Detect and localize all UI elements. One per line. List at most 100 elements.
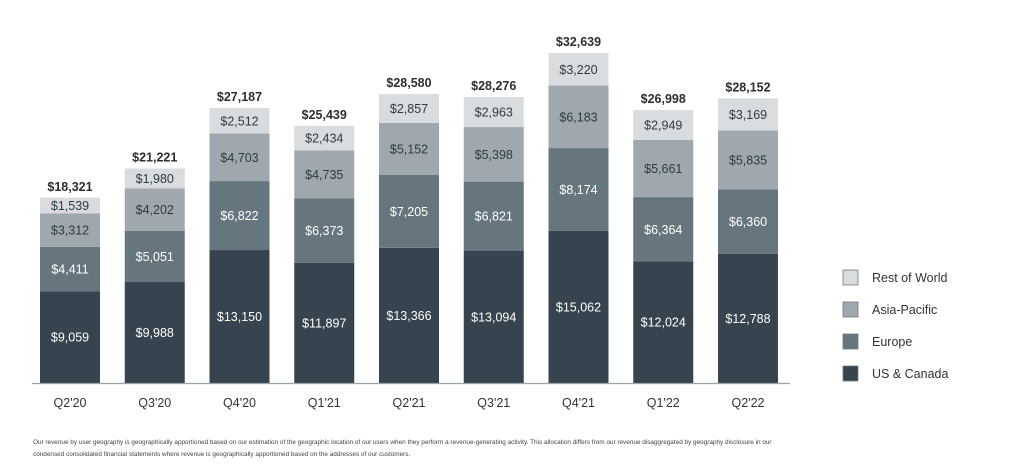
x-tick-label: Q1'22 <box>647 396 680 410</box>
segment-label: $6,822 <box>220 209 258 223</box>
segment-label: $6,183 <box>559 110 597 124</box>
segment-label: $5,835 <box>729 153 767 167</box>
bar-segment-asia-pacific-0 <box>40 213 100 247</box>
segment-label: $5,152 <box>390 142 428 156</box>
bar-segment-rest-of-world-7 <box>633 110 694 140</box>
segment-label: $4,411 <box>51 263 88 277</box>
bar-segment-europe-3 <box>294 198 355 263</box>
bar-segment-us-canada-3 <box>294 262 355 383</box>
legend-swatch <box>842 333 859 350</box>
segment-label: $9,988 <box>136 326 174 340</box>
segment-label: $5,398 <box>475 148 513 162</box>
segment-label: $15,062 <box>556 300 601 314</box>
bar-segment-europe-2 <box>209 181 270 251</box>
segment-label: $13,150 <box>217 310 262 324</box>
bar-segment-asia-pacific-8 <box>718 130 778 190</box>
x-tick-label: Q4'20 <box>223 396 256 410</box>
segment-label: $6,360 <box>729 215 767 229</box>
segment-label: $1,980 <box>136 172 174 186</box>
segment-label: $2,963 <box>475 106 513 120</box>
bar-segment-asia-pacific-5 <box>463 127 524 182</box>
segment-label: $3,169 <box>729 108 767 122</box>
segment-label: $4,735 <box>305 168 343 182</box>
total-label: $28,152 <box>725 80 770 94</box>
segment-label: $13,094 <box>471 310 516 324</box>
segment-label: $6,364 <box>644 223 682 237</box>
segment-label: $3,312 <box>51 224 89 238</box>
total-label: $26,998 <box>641 92 686 106</box>
bar-segment-europe-6 <box>548 148 609 231</box>
bar-segment-asia-pacific-6 <box>548 85 609 149</box>
total-label: $32,639 <box>556 35 601 49</box>
legend-swatch <box>842 365 859 382</box>
segment-label: $11,897 <box>302 316 346 330</box>
legend-label: Rest of World <box>872 271 948 285</box>
footnote-line-2: condensed consolidated financial stateme… <box>33 451 411 458</box>
bar-segment-rest-of-world-4 <box>379 94 439 123</box>
bar-segment-us-canada-8 <box>718 253 778 383</box>
segment-label: $6,373 <box>305 224 343 238</box>
segment-label: $8,174 <box>559 183 597 197</box>
bar-segment-us-canada-5 <box>463 250 524 383</box>
segment-label: $2,434 <box>305 132 343 146</box>
x-tick-label: Q3'20 <box>138 396 171 410</box>
segment-label: $9,059 <box>51 331 89 345</box>
total-label: $18,321 <box>47 180 92 194</box>
x-tick-label: Q2'22 <box>732 396 765 410</box>
bar-segment-europe-7 <box>633 197 694 262</box>
bar-segment-rest-of-world-0 <box>40 197 100 214</box>
segment-label: $2,857 <box>390 102 428 116</box>
bar-segment-us-canada-1 <box>124 282 185 383</box>
segment-label: $1,539 <box>51 199 89 213</box>
segment-label: $4,703 <box>220 151 258 165</box>
total-label: $21,221 <box>132 150 177 164</box>
segment-label: $2,949 <box>644 118 682 132</box>
total-label: $25,439 <box>302 108 347 122</box>
bar-segment-europe-0 <box>40 246 100 292</box>
segment-label: $3,220 <box>559 63 597 77</box>
total-label: $28,276 <box>471 79 516 93</box>
segment-label: $13,366 <box>386 309 431 323</box>
bar-segment-asia-pacific-2 <box>209 133 270 182</box>
bar-segment-asia-pacific-3 <box>294 150 355 199</box>
legend-label: US & Canada <box>872 367 948 381</box>
bar-segment-asia-pacific-1 <box>124 188 185 231</box>
x-tick-label: Q2'21 <box>393 396 426 410</box>
legend-label: Asia-Pacific <box>872 303 937 317</box>
bar-segment-rest-of-world-2 <box>209 108 270 134</box>
legend-swatch <box>842 269 859 286</box>
x-tick-label: Q4'21 <box>562 396 595 410</box>
bar-segment-us-canada-4 <box>379 247 439 383</box>
segment-label: $6,821 <box>475 210 513 224</box>
bar-segment-rest-of-world-3 <box>294 125 355 151</box>
bar-segment-asia-pacific-7 <box>633 139 694 198</box>
bar-segment-europe-1 <box>124 230 185 283</box>
segment-label: $2,512 <box>220 114 258 128</box>
bar-segment-us-canada-6 <box>548 230 609 383</box>
bar-segment-asia-pacific-4 <box>379 122 439 176</box>
segment-label: $5,661 <box>644 162 682 176</box>
bar-segment-us-canada-2 <box>209 250 270 383</box>
legend-swatch <box>842 301 859 318</box>
segment-label: $12,024 <box>641 316 686 330</box>
segment-label: $5,051 <box>136 250 174 264</box>
bar-segment-europe-5 <box>463 181 524 251</box>
bar-segment-rest-of-world-1 <box>124 168 185 189</box>
stacked-revenue-bar-chart: $9,059 $4,411 $3,312 $1,539 $18,321 Q2'20 $9,9… <box>32 35 948 410</box>
bar-segment-us-canada-0 <box>40 291 100 383</box>
segment-label: $4,202 <box>136 203 174 217</box>
bar-segment-rest-of-world-5 <box>463 97 524 128</box>
total-label: $28,580 <box>386 76 431 90</box>
bar-segment-us-canada-7 <box>633 261 694 383</box>
x-tick-label: Q1'21 <box>308 396 341 410</box>
x-tick-label: Q3'21 <box>477 396 510 410</box>
segment-label: $7,205 <box>390 205 428 219</box>
bar-segment-rest-of-world-8 <box>718 98 778 131</box>
total-label: $27,187 <box>217 90 262 104</box>
bar-segment-europe-4 <box>379 175 439 248</box>
bar-segment-rest-of-world-6 <box>548 53 609 86</box>
legend-label: Europe <box>872 335 912 349</box>
footnote-line-1: Our revenue by user geography is geograp… <box>33 439 772 446</box>
footnote: Our revenue by user geography is geograp… <box>33 437 993 461</box>
segment-label: $12,788 <box>725 312 770 326</box>
